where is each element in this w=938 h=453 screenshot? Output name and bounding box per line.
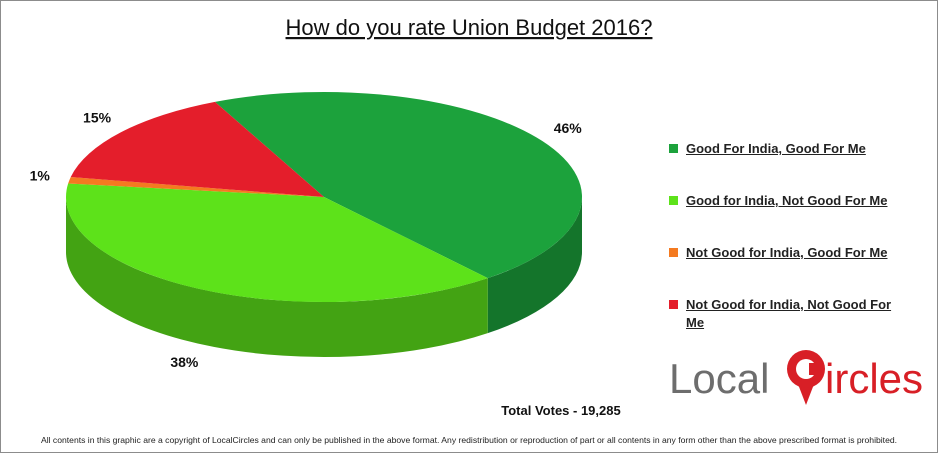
slice-side — [487, 197, 582, 334]
data-label: 1% — [30, 167, 51, 183]
slice — [214, 92, 583, 279]
slice-side — [66, 197, 488, 358]
legend-item: Not Good for India, Good For Me — [669, 244, 909, 262]
legend-swatch — [669, 300, 678, 309]
legend-label: Not Good for India, Good For Me — [686, 245, 888, 260]
legend-label: Good For India, Good For Me — [686, 141, 866, 156]
data-label: 46% — [554, 120, 583, 136]
slice — [70, 101, 324, 197]
total-votes: Total Votes - 19,285 — [501, 403, 620, 418]
legend-swatch — [669, 144, 678, 153]
legend-item: Good for India, Not Good For Me — [669, 192, 909, 210]
slice — [66, 183, 488, 302]
slice — [68, 176, 325, 197]
legend-item: Good For India, Good For Me — [669, 140, 909, 158]
legend-swatch — [669, 248, 678, 257]
legend-label: Good for India, Not Good For Me — [686, 193, 888, 208]
logo-pin — [787, 350, 825, 405]
legend-label: Not Good for India, Not Good For Me — [686, 297, 892, 330]
logo-text: Local — [669, 355, 769, 402]
legend-swatch — [669, 196, 678, 205]
pie-tops — [66, 92, 583, 302]
logo-text: ircles — [825, 355, 923, 402]
pie-sides — [66, 197, 582, 358]
data-label: 15% — [83, 110, 112, 126]
chart-title: How do you rate Union Budget 2016? — [286, 15, 653, 40]
footer: All contents in this graphic are a copyr… — [41, 435, 897, 445]
legend-item: Not Good for India, Not Good For Me — [669, 296, 909, 332]
data-label: 38% — [170, 354, 199, 370]
